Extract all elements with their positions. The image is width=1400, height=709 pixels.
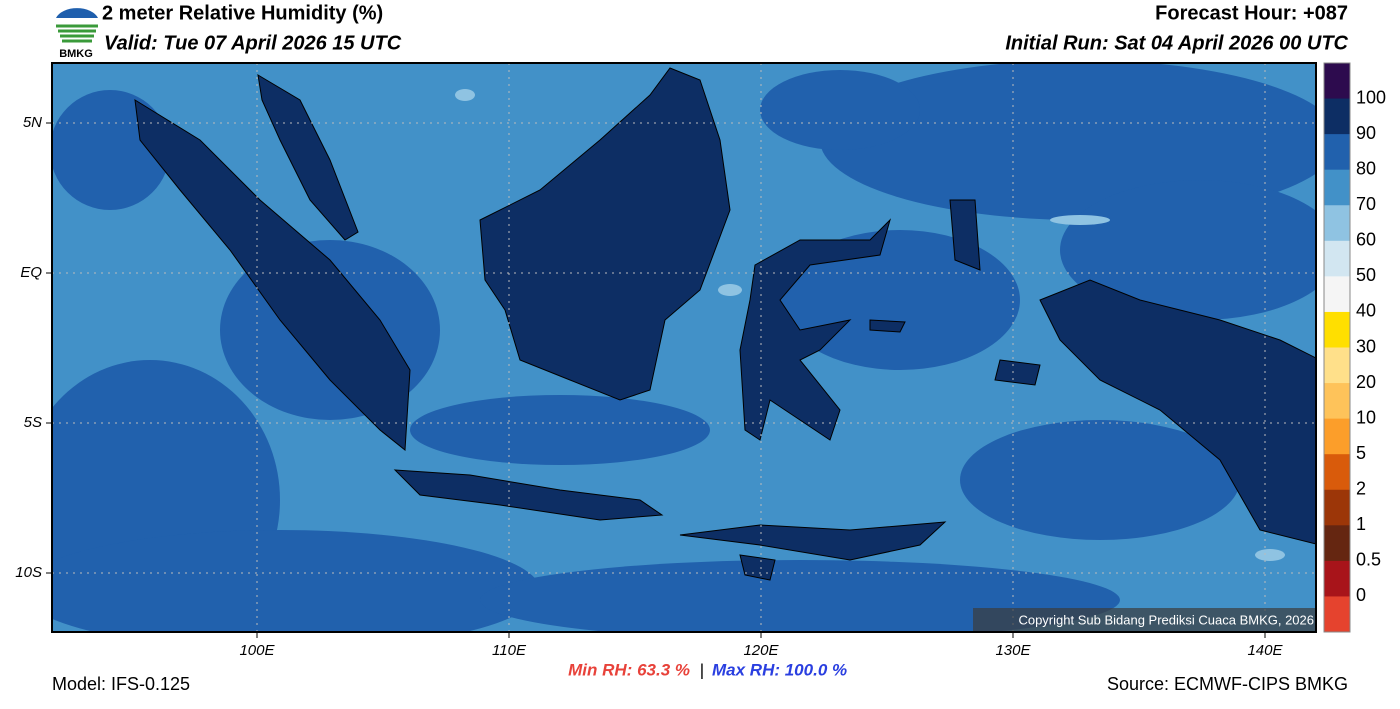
colorbar-segment <box>1324 418 1350 455</box>
map: Copyright Sub Bidang Prediksi Cuaca BMKG… <box>52 63 1316 632</box>
colorbar-segment <box>1324 311 1350 348</box>
logo-text: BMKG <box>59 48 93 60</box>
colorbar-label: 40 <box>1356 301 1376 321</box>
colorbar-segment <box>1324 205 1350 242</box>
forecast-hour: Forecast Hour: +087 <box>1155 2 1348 24</box>
lat-label: EQ <box>20 264 42 281</box>
max-rh: Max RH: 100.0 % <box>712 660 847 679</box>
valid-time: Valid: Tue 07 April 2026 15 UTC <box>104 32 402 54</box>
initial-run: Initial Run: Sat 04 April 2026 00 UTC <box>1005 32 1348 54</box>
humidity-60-70 <box>455 89 1285 561</box>
colorbar-segment <box>1324 560 1350 597</box>
colorbar-label: 10 <box>1356 407 1376 427</box>
min-rh: Min RH: 63.3 % <box>568 660 690 679</box>
copyright: Copyright Sub Bidang Prediksi Cuaca BMKG… <box>1018 612 1314 627</box>
colorbar-label: 80 <box>1356 158 1376 178</box>
colorbar-label: 100 <box>1356 87 1386 107</box>
colorbar-label: 60 <box>1356 230 1376 250</box>
lat-label: 5S <box>24 414 42 431</box>
colorbar-segment <box>1324 347 1350 384</box>
lon-label: 100E <box>239 642 275 659</box>
colorbar-segment <box>1324 98 1350 135</box>
colorbar-label: 20 <box>1356 372 1376 392</box>
source: Source: ECMWF-CIPS BMKG <box>1107 674 1348 694</box>
model: Model: IFS-0.125 <box>52 674 190 694</box>
colorbar-segment <box>1324 63 1350 100</box>
lon-label: 140E <box>1247 642 1283 659</box>
colorbar-label: 0.5 <box>1356 550 1381 570</box>
colorbar-segment <box>1324 383 1350 420</box>
lat-label: 5N <box>23 114 42 131</box>
colorbar-frame <box>1323 62 1351 633</box>
land <box>134 67 1316 581</box>
colorbar-segment <box>1324 454 1350 491</box>
colorbar-label: 70 <box>1356 194 1376 214</box>
colorbar-label: 5 <box>1356 443 1366 463</box>
colorbar-label: 90 <box>1356 123 1376 143</box>
colorbar-label: 1 <box>1356 514 1366 534</box>
colorbar-label: 2 <box>1356 479 1366 499</box>
colorbar-label: 50 <box>1356 265 1376 285</box>
colorbar-segment <box>1324 276 1350 313</box>
colorbar-segment <box>1324 596 1350 633</box>
colorbar-label: 0 <box>1356 585 1366 605</box>
map-frame <box>51 62 1317 633</box>
logo: BMKG <box>56 8 98 60</box>
title: 2 meter Relative Humidity (%) <box>102 2 383 24</box>
lat-label: 10S <box>15 564 42 581</box>
lon-label: 110E <box>492 642 527 659</box>
colorbar-segment <box>1324 169 1350 206</box>
lon-label: 130E <box>995 642 1031 659</box>
colorbar-label: 30 <box>1356 336 1376 356</box>
separator: | <box>700 660 704 679</box>
colorbar-segment <box>1324 489 1350 526</box>
colorbar-segment <box>1324 240 1350 277</box>
colorbar-segment <box>1324 525 1350 562</box>
colorbar-segment <box>1324 134 1350 171</box>
lon-label: 120E <box>743 642 779 659</box>
